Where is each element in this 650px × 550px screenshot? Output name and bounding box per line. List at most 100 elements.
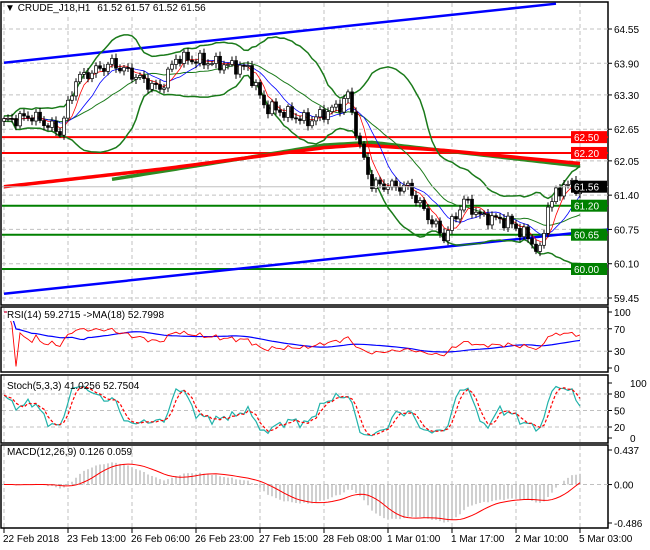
candle: [490, 215, 494, 226]
candle: [34, 111, 38, 122]
candle: [446, 230, 450, 242]
candle: [386, 186, 390, 190]
candle: [510, 215, 514, 225]
candle: [290, 106, 294, 119]
level-label-bg: [571, 131, 607, 144]
stoch-signal-line: [3, 386, 581, 436]
candle: [294, 117, 298, 120]
x-axis-label: 26 Feb 23:00: [195, 534, 254, 545]
candle: [466, 198, 470, 201]
candle: [378, 179, 382, 185]
x-axis-label: 2 Mar 10:00: [515, 534, 569, 545]
candle: [342, 98, 346, 113]
candle: [562, 184, 566, 197]
candle: [462, 198, 466, 211]
candle: [198, 52, 202, 64]
candle: [558, 187, 562, 197]
candle: [534, 243, 538, 252]
candle: [150, 82, 154, 90]
price-axis-label: 62.05: [614, 157, 639, 168]
candle: [366, 157, 370, 175]
candle: [306, 112, 310, 127]
candle: [222, 64, 226, 71]
candle: [514, 223, 518, 229]
ohlc-values: 61.52 61.57 61.52 61.56: [97, 3, 206, 14]
candle: [526, 226, 530, 240]
stoch-title: Stoch(5,3,3) 41.0256 52.7504: [7, 381, 140, 392]
candle: [122, 67, 126, 72]
candle: [318, 109, 322, 118]
macd-signal-line: [3, 463, 581, 521]
candle: [98, 65, 102, 69]
rsi-axis-label: 70: [614, 325, 626, 336]
rsi-axis-label: 0: [614, 364, 620, 375]
macd-axis-label: 0.437: [614, 446, 639, 457]
bollinger-lower: [3, 74, 581, 265]
candle: [426, 208, 430, 221]
level-label: 60.00: [574, 265, 599, 276]
level-label: 62.20: [574, 149, 599, 160]
price-axis-label: 60.10: [614, 260, 639, 271]
candle: [258, 82, 262, 96]
candle: [26, 115, 30, 119]
candle: [282, 112, 286, 118]
candle: [110, 58, 114, 65]
stoch-axis-label: 0: [630, 434, 636, 445]
candle: [154, 82, 158, 85]
candle: [130, 67, 134, 80]
rsi-line: [4, 311, 581, 367]
long-ma-red: [3, 143, 581, 189]
candle: [90, 72, 94, 79]
candle: [486, 213, 490, 226]
level-label: 60.65: [574, 231, 599, 242]
candle: [246, 65, 250, 67]
candle: [238, 64, 242, 75]
candle: [174, 58, 178, 65]
candle: [214, 55, 218, 64]
candle: [146, 78, 150, 90]
candle: [74, 81, 78, 97]
candle: [482, 213, 486, 216]
candle: [310, 120, 314, 127]
menu-triangle-icon[interactable]: ▼: [5, 3, 15, 14]
candle: [394, 180, 398, 188]
candle: [546, 206, 550, 234]
rsi-axis-label: 100: [614, 308, 631, 319]
candle: [226, 64, 230, 66]
price-axis-label: 61.40: [614, 191, 639, 202]
candle: [262, 94, 266, 106]
candle: [62, 117, 66, 136]
candle: [6, 118, 10, 120]
trendline: [3, 2, 557, 64]
x-axis-label: 26 Feb 06:00: [131, 534, 190, 545]
candle: [550, 201, 554, 208]
candle: [66, 99, 70, 119]
candle: [134, 77, 138, 80]
candle: [270, 101, 274, 115]
candle: [454, 216, 458, 220]
candle: [314, 116, 318, 122]
candle: [190, 59, 194, 63]
candle: [542, 233, 546, 246]
candle: [390, 180, 394, 188]
candle: [46, 125, 50, 128]
candle: [2, 118, 6, 122]
candle: [538, 244, 542, 252]
candle: [530, 238, 534, 245]
stoch-main-line: [3, 385, 581, 437]
candle: [182, 51, 186, 64]
candle: [434, 220, 438, 225]
candle: [406, 182, 410, 186]
candle: [38, 111, 42, 121]
candle: [242, 64, 246, 67]
x-axis-label: 27 Feb 15:00: [259, 534, 318, 545]
candle: [142, 75, 146, 79]
bollinger-upper: [3, 34, 581, 200]
price-axis-label: 59.45: [614, 294, 639, 305]
candle: [470, 198, 474, 215]
candle: [518, 228, 522, 238]
candle: [210, 63, 214, 65]
candle: [330, 106, 334, 112]
